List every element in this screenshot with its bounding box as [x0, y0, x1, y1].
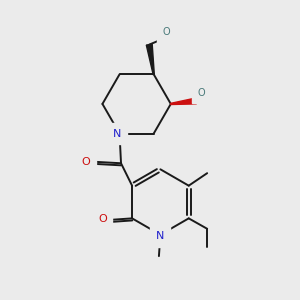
- Polygon shape: [146, 44, 154, 74]
- Text: H: H: [204, 88, 211, 97]
- Text: O: O: [82, 157, 90, 167]
- Text: O: O: [198, 88, 205, 98]
- Text: N: N: [156, 231, 164, 241]
- Text: O: O: [163, 27, 170, 37]
- Text: H: H: [168, 28, 175, 37]
- Text: O: O: [98, 214, 107, 224]
- Text: N: N: [113, 128, 121, 139]
- Polygon shape: [171, 98, 196, 104]
